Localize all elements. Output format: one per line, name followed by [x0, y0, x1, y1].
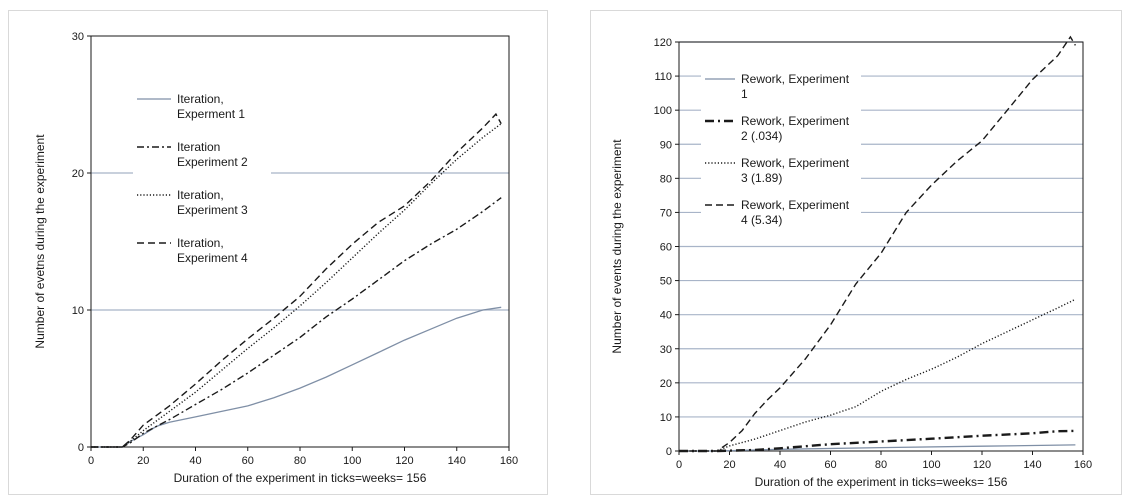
- left-chart: 0 10 20 30 0 20 40 60 80 100 120 140 160 Duration of …: [33, 31, 518, 485]
- x-tick-label: 40: [189, 455, 201, 467]
- series-line-1: [679, 444, 1076, 452]
- legend-label-1: Iteration,: [177, 92, 224, 106]
- left-chart-panel: 0 10 20 30 0 20 40 60 80 100 120 140 160 Duration of …: [8, 10, 548, 495]
- legend-label-2: Rework, Experiment: [741, 114, 850, 128]
- y-tick-label: 0: [666, 446, 672, 458]
- right-chart: 0 10 20 30 40 50 60 70 80 90 100 110 120 0 20 40 60 80 100…: [610, 35, 1092, 489]
- legend-label-2: Experiment 2: [177, 155, 248, 169]
- y-tick-label: 100: [654, 105, 672, 117]
- legend-label-4: Iteration,: [177, 236, 224, 250]
- x-tick-label: 20: [137, 455, 149, 467]
- x-tick-label: 100: [343, 455, 361, 467]
- y-tick-label: 30: [660, 344, 672, 356]
- x-tick-label: 120: [973, 459, 991, 471]
- legend-label-2: 2 (.034): [741, 129, 782, 143]
- legend-label-4: 4 (5.34): [741, 213, 782, 227]
- legend-label-1: 1: [741, 87, 748, 101]
- x-tick-label: 60: [824, 459, 836, 471]
- y-tick-label: 10: [660, 412, 672, 424]
- y-tick-label: 40: [660, 310, 672, 322]
- y-tick-label: 80: [660, 173, 672, 185]
- legend-box: [701, 71, 861, 243]
- x-axis-title: Duration of the experiment in ticks=week…: [174, 471, 427, 485]
- x-tick-label: 0: [676, 459, 682, 471]
- right-chart-panel: 0 10 20 30 40 50 60 70 80 90 100 110 120 0 20 40 60 80 100…: [590, 10, 1122, 495]
- x-tick-label: 80: [875, 459, 887, 471]
- legend-label-1: Rework, Experiment: [741, 72, 850, 86]
- x-tick-label: 20: [723, 459, 735, 471]
- legend-label-4: Rework, Experiment: [741, 198, 850, 212]
- series-line-2: [91, 197, 502, 448]
- series-line-3: [91, 123, 502, 448]
- x-tick-label: 140: [1023, 459, 1041, 471]
- legend-label-3: Iteration,: [177, 188, 224, 202]
- legend-box: [133, 91, 271, 281]
- x-tick-label: 0: [88, 455, 94, 467]
- y-tick-label: 50: [660, 276, 672, 288]
- series-line-4: [679, 35, 1077, 452]
- x-tick-label: 80: [294, 455, 306, 467]
- y-tick-label: 60: [660, 242, 672, 254]
- x-axis-title: Duration of the experiment in ticks=week…: [755, 475, 1008, 489]
- series-line-3: [679, 298, 1076, 452]
- x-tick-label: 100: [922, 459, 940, 471]
- x-tick-label: 160: [1074, 459, 1092, 471]
- x-tick-label: 120: [395, 455, 413, 467]
- legend-label-3: Experiment 3: [177, 203, 248, 217]
- y-tick-label: 10: [72, 305, 84, 317]
- y-tick-label: 110: [654, 71, 672, 83]
- legend-label-2: Iteration: [177, 140, 220, 154]
- legend-label-3: 3 (1.89): [741, 171, 782, 185]
- series-line-1: [91, 306, 502, 448]
- x-tick-label: 40: [774, 459, 786, 471]
- y-tick-label: 30: [72, 31, 84, 43]
- y-tick-label: 20: [72, 168, 84, 180]
- x-tick-label: 160: [500, 455, 518, 467]
- y-tick-label: 90: [660, 139, 672, 151]
- x-tick-label: 60: [242, 455, 254, 467]
- series-line-2: [679, 429, 1076, 453]
- y-axis-title: Number of evetns during the experiment: [33, 134, 47, 349]
- y-axis-title: Number of events during the experiment: [610, 139, 624, 354]
- y-tick-label: 20: [660, 378, 672, 390]
- y-tick-label: 0: [78, 442, 84, 454]
- legend-label-3: Rework, Experiment: [741, 156, 850, 170]
- legend-label-1: Experment 1: [177, 107, 245, 121]
- y-tick-label: 70: [660, 207, 672, 219]
- series-line-4: [91, 112, 502, 448]
- y-tick-label: 120: [654, 37, 672, 49]
- x-tick-label: 140: [448, 455, 466, 467]
- legend-label-4: Experiment 4: [177, 251, 248, 265]
